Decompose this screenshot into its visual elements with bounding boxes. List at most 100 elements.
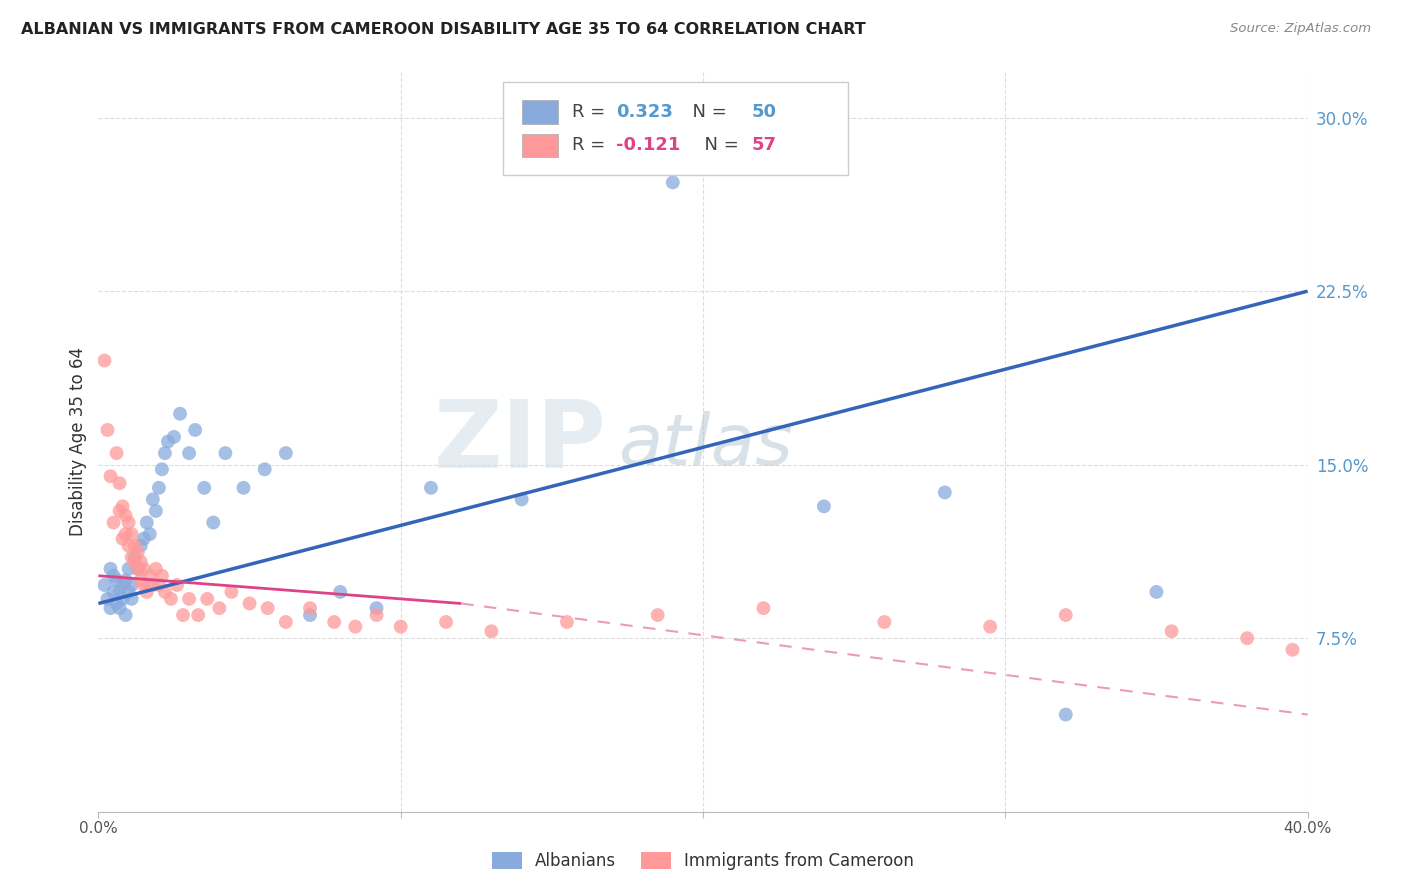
Point	[121, 578, 143, 592]
Point	[132, 532, 155, 546]
Point	[105, 446, 128, 460]
Point	[132, 578, 155, 592]
Text: ZIP: ZIP	[433, 395, 606, 488]
Text: R =: R =	[572, 136, 612, 154]
Point	[118, 562, 141, 576]
Point	[135, 516, 157, 530]
Point	[142, 578, 165, 592]
FancyBboxPatch shape	[522, 134, 558, 157]
Point	[274, 615, 297, 629]
Point	[160, 591, 183, 606]
Point	[114, 574, 136, 588]
Point	[366, 608, 388, 623]
Text: atlas: atlas	[619, 410, 793, 480]
Point	[214, 446, 236, 460]
Point	[93, 578, 115, 592]
Point	[156, 434, 179, 449]
Point	[1144, 585, 1167, 599]
Point	[121, 591, 143, 606]
Point	[202, 516, 225, 530]
Point	[118, 516, 141, 530]
Point	[752, 601, 775, 615]
Point	[100, 601, 122, 615]
Point	[1054, 707, 1077, 722]
Point	[187, 608, 209, 623]
Point	[96, 423, 118, 437]
Point	[274, 446, 297, 460]
Point	[145, 562, 167, 576]
Point	[661, 175, 683, 190]
Point	[145, 504, 167, 518]
Text: N =: N =	[682, 103, 733, 121]
Point	[979, 619, 1001, 633]
Point	[114, 608, 136, 623]
Point	[195, 591, 218, 606]
Point	[105, 574, 128, 588]
Text: ALBANIAN VS IMMIGRANTS FROM CAMEROON DISABILITY AGE 35 TO 64 CORRELATION CHART: ALBANIAN VS IMMIGRANTS FROM CAMEROON DIS…	[21, 22, 866, 37]
Point	[111, 591, 134, 606]
Point	[93, 353, 115, 368]
Point	[256, 601, 278, 615]
Point	[184, 423, 207, 437]
Point	[1160, 624, 1182, 639]
Point	[172, 608, 194, 623]
Point	[323, 615, 346, 629]
Point	[132, 562, 155, 576]
Point	[150, 462, 173, 476]
Point	[121, 527, 143, 541]
Point	[100, 562, 122, 576]
Point	[934, 485, 956, 500]
Text: 50: 50	[751, 103, 776, 121]
Point	[108, 585, 131, 599]
Point	[114, 527, 136, 541]
Point	[124, 539, 146, 553]
Point	[153, 585, 176, 599]
Y-axis label: Disability Age 35 to 64: Disability Age 35 to 64	[69, 347, 87, 536]
Point	[129, 539, 152, 553]
Point	[253, 462, 276, 476]
Point	[1281, 642, 1303, 657]
Point	[114, 508, 136, 523]
Point	[299, 608, 322, 623]
Point	[139, 527, 162, 541]
Point	[166, 578, 188, 592]
Point	[153, 446, 176, 460]
Point	[344, 619, 367, 633]
Point	[389, 619, 412, 633]
Point	[1236, 631, 1258, 645]
Point	[129, 574, 152, 588]
Point	[232, 481, 254, 495]
Point	[103, 568, 125, 582]
Point	[139, 568, 162, 582]
Point	[111, 532, 134, 546]
Text: N =: N =	[693, 136, 745, 154]
Point	[299, 601, 322, 615]
Point	[555, 615, 578, 629]
Point	[813, 500, 835, 514]
Point	[148, 578, 170, 592]
Point	[434, 615, 457, 629]
Text: Source: ZipAtlas.com: Source: ZipAtlas.com	[1230, 22, 1371, 36]
Point	[329, 585, 352, 599]
Point	[127, 545, 149, 560]
Point	[118, 539, 141, 553]
Point	[108, 504, 131, 518]
Point	[169, 407, 191, 421]
Point	[179, 591, 201, 606]
Point	[239, 597, 262, 611]
Point	[142, 492, 165, 507]
Point	[103, 516, 125, 530]
Point	[647, 608, 669, 623]
Point	[193, 481, 215, 495]
Point	[127, 562, 149, 576]
Point	[96, 591, 118, 606]
Point	[127, 562, 149, 576]
Text: R =: R =	[572, 103, 612, 121]
Point	[124, 555, 146, 569]
Point	[105, 597, 128, 611]
FancyBboxPatch shape	[503, 82, 848, 175]
Text: 57: 57	[751, 136, 776, 154]
Legend: Albanians, Immigrants from Cameroon: Albanians, Immigrants from Cameroon	[485, 845, 921, 877]
Point	[129, 555, 152, 569]
Point	[873, 615, 896, 629]
